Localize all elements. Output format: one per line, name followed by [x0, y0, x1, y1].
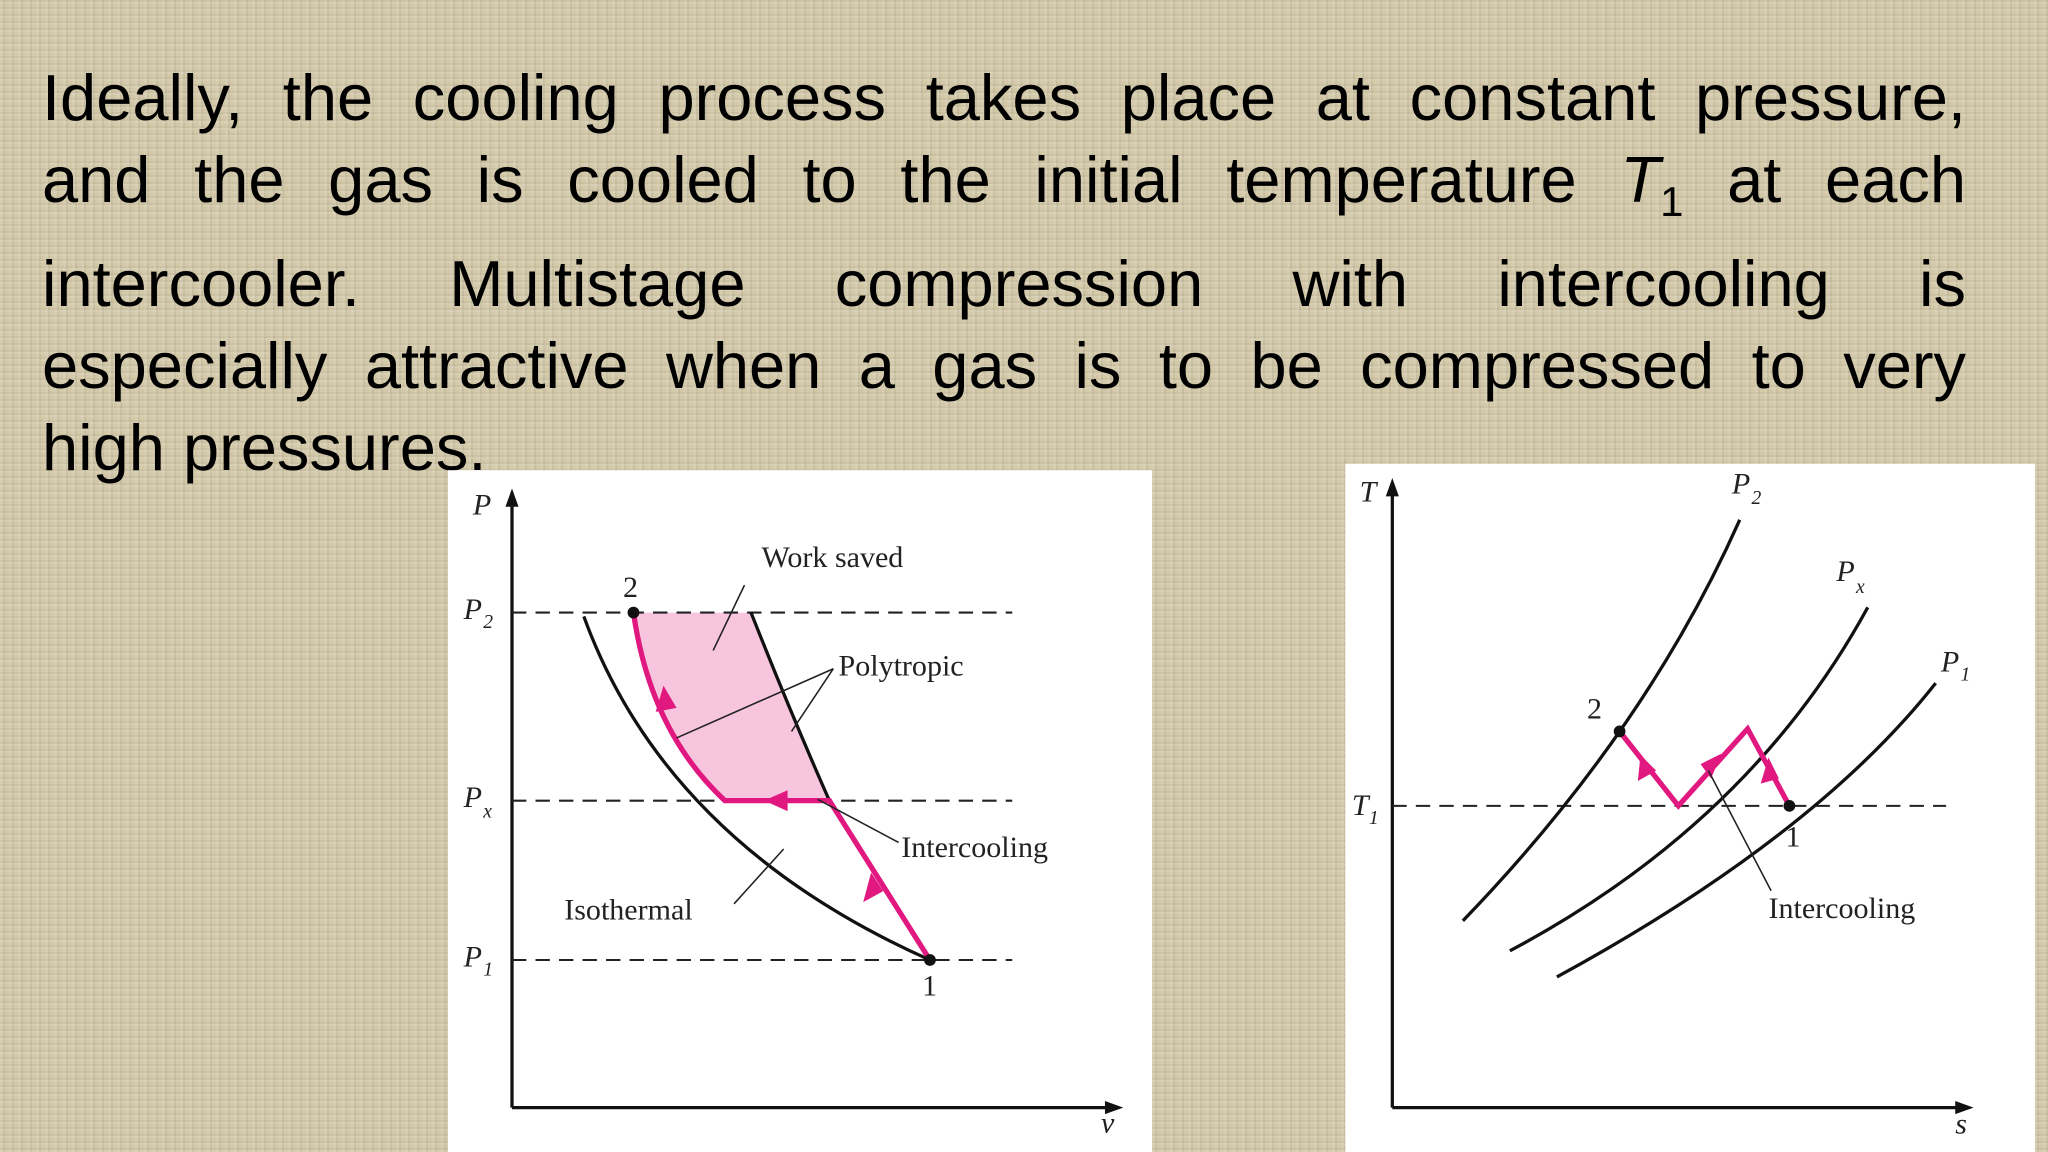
leader-line: [817, 798, 899, 844]
arrowhead: [1760, 757, 1779, 784]
temperature-label: T: [1352, 789, 1371, 822]
leader-line: [1707, 770, 1772, 892]
subscript: 1: [483, 960, 493, 981]
text-line: high pressures.: [42, 411, 487, 484]
polytropic-curve: [749, 611, 932, 961]
ts-diagram: T s P 2 P x P 1 T 1 2 1 Intercooling: [1345, 463, 2035, 1152]
arrowhead: [1104, 1101, 1124, 1115]
leader-line: [676, 668, 834, 739]
subscript: x: [482, 802, 492, 823]
isobar: [1509, 606, 1870, 953]
state-label: 2: [623, 571, 638, 604]
isobar-label: P: [1940, 645, 1959, 678]
text: and the gas is cooled to the initial tem…: [42, 143, 1577, 216]
annotation: Intercooling: [901, 831, 1048, 864]
annotation: Polytropic: [839, 649, 964, 682]
pressure-label: P: [463, 593, 482, 626]
work-saved-area: [633, 612, 830, 801]
panel: [1345, 463, 2035, 1152]
leader-line: [790, 668, 834, 732]
state-label: 1: [1785, 820, 1800, 853]
state-label: 2: [1587, 692, 1602, 725]
pressure-label: P: [463, 941, 482, 974]
pv-diagram: P v P 2 P x P 1 2 1 Work saved Polytropi…: [448, 470, 1152, 1152]
isobar: [1556, 682, 1937, 979]
text-line: intercooler. Multistage compression with…: [42, 247, 1966, 320]
leader-line: [733, 848, 785, 905]
arrowhead: [1700, 753, 1722, 779]
state-point: [1783, 800, 1796, 812]
subscript: 2: [483, 612, 493, 633]
text-line: especially attractive when a gas is to b…: [42, 329, 1966, 402]
annotation: Work saved: [761, 541, 903, 574]
arrowhead: [863, 872, 884, 903]
axis-label: s: [1955, 1108, 1967, 1141]
arrowhead: [1637, 754, 1657, 782]
text: at each: [1727, 143, 1966, 216]
axis-label: P: [472, 489, 491, 522]
pressure-label: P: [463, 781, 482, 814]
symbol: T: [1620, 143, 1661, 216]
isobar-label: P: [1835, 555, 1854, 588]
state-point: [627, 606, 640, 619]
annotation: Isothermal: [564, 894, 692, 927]
state-label: 1: [922, 969, 937, 1002]
process-path: [630, 612, 933, 962]
text-line: and the gas is cooled to the initial tem…: [42, 139, 1966, 243]
panel: [448, 470, 1152, 1152]
axis-label: v: [1101, 1106, 1115, 1139]
subscript: x: [1855, 577, 1865, 598]
annotation: Intercooling: [1768, 892, 1915, 925]
leader-line: [712, 584, 746, 651]
subscript: 2: [1752, 488, 1762, 509]
state-point: [1613, 725, 1626, 738]
arrowhead: [1955, 1101, 1974, 1115]
arrowhead: [764, 790, 788, 812]
subscript: 1: [1960, 664, 1970, 685]
arrowhead: [655, 685, 677, 712]
subscript: 1: [1660, 178, 1684, 225]
text-line: Ideally, the cooling process takes place…: [42, 61, 1966, 134]
isobar: [1461, 519, 1742, 922]
paragraph: Ideally, the cooling process takes place…: [42, 57, 1966, 489]
isobar-label: P: [1731, 468, 1750, 501]
axis-label: T: [1360, 476, 1379, 509]
isothermal-curve: [582, 615, 931, 962]
arrowhead: [505, 488, 519, 507]
arrowhead: [1385, 478, 1399, 497]
state-point: [924, 954, 936, 966]
subscript: 1: [1369, 808, 1379, 829]
